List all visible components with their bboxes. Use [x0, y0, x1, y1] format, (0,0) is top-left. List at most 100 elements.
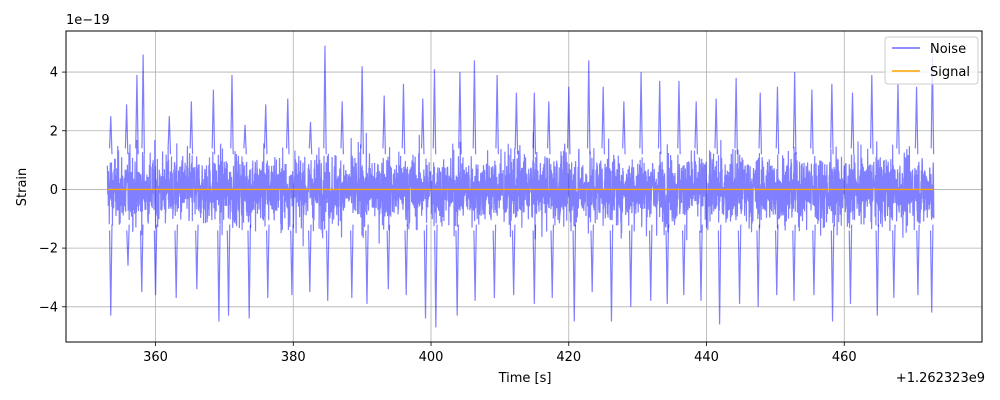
legend-noise-label: Noise — [930, 42, 966, 57]
noise-trough — [325, 224, 330, 301]
noise-trough — [308, 224, 312, 293]
y-scale-label: 1e−19 — [66, 13, 110, 28]
noise-peak — [532, 92, 537, 155]
noise-peak — [124, 104, 129, 155]
legend: Noise Signal — [884, 36, 979, 85]
noise-series-line — [106, 131, 935, 247]
noise-peak — [914, 86, 919, 155]
noise-peak — [401, 83, 406, 155]
noise-trough — [473, 224, 477, 301]
noise-trough — [365, 224, 369, 304]
noise-trough — [247, 224, 251, 319]
noise-trough — [572, 224, 577, 322]
noise-trough — [717, 224, 722, 325]
y-tick-label: −4 — [39, 300, 58, 315]
noise-trough — [511, 224, 516, 296]
noise-trough — [195, 224, 199, 290]
noise-trough — [290, 224, 294, 296]
noise-peak — [340, 101, 344, 155]
noise-trough — [875, 224, 880, 316]
series-layer — [106, 45, 935, 328]
noise-peak — [870, 74, 874, 155]
noise-trough — [848, 224, 853, 304]
noise-trough — [455, 224, 459, 316]
noise-peak — [323, 45, 327, 155]
noise-peak — [472, 60, 477, 155]
noise-peak — [657, 80, 662, 155]
noise-trough — [226, 224, 231, 316]
noise-peak — [775, 86, 780, 155]
noise-peak — [677, 80, 681, 155]
y-tick-label: 0 — [50, 183, 58, 198]
noise-peak — [360, 66, 364, 155]
noise-peak — [694, 101, 698, 155]
noise-peak — [432, 69, 437, 155]
noise-trough — [139, 224, 144, 293]
legend-signal-label: Signal — [930, 65, 970, 80]
noise-peak — [566, 86, 571, 155]
y-tick-label: 4 — [50, 66, 58, 81]
noise-trough — [609, 224, 614, 322]
noise-trough — [386, 224, 391, 290]
x-tick-label: 380 — [281, 350, 306, 365]
noise-peak — [734, 77, 738, 155]
x-tick-label: 460 — [832, 350, 857, 365]
noise-peak — [167, 116, 172, 155]
noise-trough — [126, 224, 130, 266]
noise-peak — [382, 95, 386, 155]
noise-trough — [699, 224, 703, 301]
x-axis-ticks: 360 380 400 420 440 460 — [143, 342, 857, 365]
noise-trough — [756, 224, 760, 307]
noise-peak — [285, 98, 290, 155]
noise-peak — [830, 83, 834, 155]
noise-trough — [532, 224, 537, 304]
noise-peak — [639, 72, 643, 155]
noise-peak — [850, 92, 855, 155]
x-tick-label: 360 — [143, 350, 168, 365]
noise-trough — [434, 224, 438, 328]
noise-peak — [230, 74, 234, 155]
noise-peak — [810, 89, 814, 155]
noise-peak — [420, 98, 425, 155]
noise-peak — [189, 101, 194, 155]
x-offset-label: +1.262323e9 — [896, 371, 985, 386]
noise-peak — [263, 104, 268, 155]
noise-trough — [153, 224, 158, 296]
noise-trough — [812, 224, 816, 296]
x-tick-label: 400 — [419, 350, 444, 365]
noise-trough — [404, 224, 409, 296]
noise-trough — [792, 224, 796, 301]
y-tick-label: −2 — [39, 242, 58, 257]
noise-trough — [217, 224, 221, 322]
noise-peak — [792, 72, 797, 155]
y-tick-label: 2 — [50, 124, 58, 139]
noise-trough — [774, 224, 779, 296]
noise-peak — [308, 121, 313, 155]
noise-peak — [758, 92, 763, 155]
noise-peak — [458, 72, 462, 155]
noise-trough — [648, 224, 653, 301]
noise-trough — [737, 224, 742, 304]
noise-trough — [929, 224, 934, 313]
x-axis-label: Time [s] — [498, 371, 552, 386]
noise-trough — [423, 224, 428, 319]
noise-peak — [546, 101, 551, 155]
noise-trough — [590, 224, 594, 293]
noise-peak — [586, 60, 591, 155]
noise-trough — [830, 224, 835, 322]
noise-trough — [628, 224, 633, 307]
noise-trough — [550, 224, 555, 299]
noise-peak — [135, 74, 139, 155]
noise-trough — [916, 224, 920, 296]
noise-trough — [174, 224, 178, 299]
noise-peak — [243, 124, 247, 155]
plot-area-frame — [65, 30, 983, 343]
noise-peak — [495, 74, 499, 155]
noise-peak — [141, 54, 145, 155]
noise-peak — [211, 89, 216, 155]
noise-trough — [265, 224, 270, 299]
noise-peak — [714, 98, 718, 155]
noise-peak — [622, 101, 626, 155]
noise-peak — [514, 92, 519, 155]
